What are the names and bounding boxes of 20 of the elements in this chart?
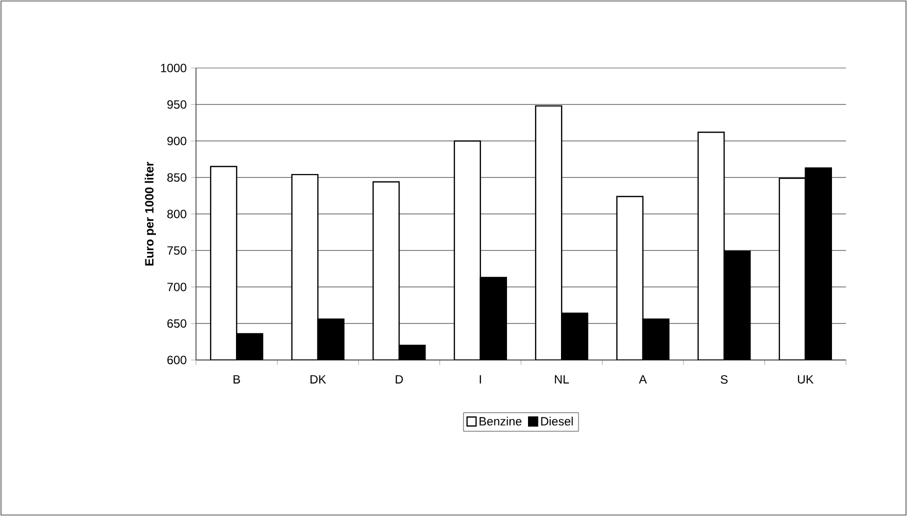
y-tick-label: 950 xyxy=(167,100,186,109)
y-tick-label: 750 xyxy=(167,246,186,255)
y-tick-label: 900 xyxy=(167,136,186,146)
x-tick-label: S xyxy=(720,375,728,384)
legend-label: Diesel xyxy=(541,416,573,426)
y-tick-label: 650 xyxy=(167,319,186,328)
x-tick-label: DK xyxy=(310,375,326,384)
legend-label: Benzine xyxy=(480,416,522,426)
x-tick-label: NL xyxy=(554,375,569,384)
x-tick-label: D xyxy=(396,375,403,384)
y-tick-label: 850 xyxy=(167,173,186,182)
x-tick-label: UK xyxy=(798,375,814,384)
y-tick-label: 600 xyxy=(167,356,186,364)
y-tick-label: 800 xyxy=(167,210,186,218)
y-tick-label: 1000 xyxy=(161,64,186,72)
x-tick-label: B xyxy=(234,375,240,384)
y-tick-label: 700 xyxy=(167,282,186,292)
x-tick-label: I xyxy=(480,375,481,384)
x-tick-label: A xyxy=(638,375,647,384)
y-axis-title: Euro per 1000 liter xyxy=(144,162,156,266)
